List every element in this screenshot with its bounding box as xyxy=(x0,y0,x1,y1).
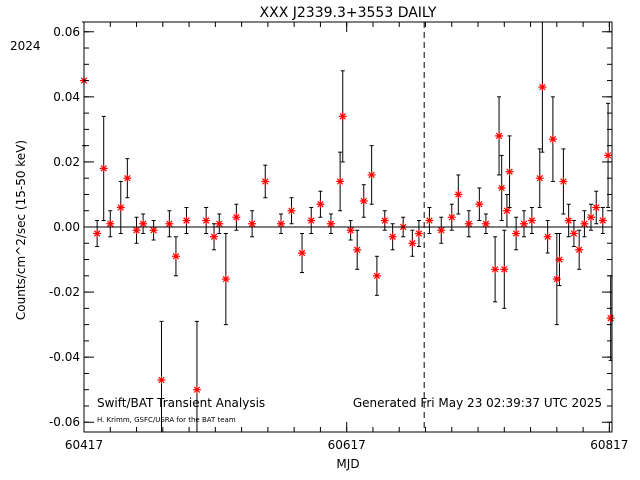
data-point-asterisk xyxy=(132,226,141,235)
data-point-asterisk xyxy=(475,200,484,209)
data-point-asterisk xyxy=(500,265,509,274)
data-point-asterisk xyxy=(520,219,528,228)
data-point-asterisk xyxy=(99,164,108,173)
data-point-asterisk xyxy=(93,229,102,238)
data-point-asterisk xyxy=(552,275,561,284)
data-point-asterisk xyxy=(192,385,201,394)
data-point-asterisk xyxy=(548,135,557,144)
data-point-asterisk xyxy=(367,170,376,179)
data-point-asterisk xyxy=(535,174,544,183)
data-point-asterisk xyxy=(464,219,473,228)
y-tick-label: 0.04 xyxy=(53,90,80,104)
x-tick-label: 60417 xyxy=(65,438,103,452)
y-axis-label: Counts/cm^2/sec (15-50 keV) xyxy=(14,140,28,320)
data-point-asterisk xyxy=(277,219,286,228)
data-point-asterisk xyxy=(287,206,296,215)
data-point-asterisk xyxy=(502,206,511,215)
data-point-asterisk xyxy=(326,219,335,228)
data-point-asterisk xyxy=(606,314,615,323)
data-point-asterisk xyxy=(481,219,490,228)
data-point-asterisk xyxy=(497,183,506,192)
data-point-asterisk xyxy=(380,216,389,225)
data-point-asterisk xyxy=(447,213,456,222)
data-point-asterisk xyxy=(157,375,166,384)
data-point-asterisk xyxy=(336,177,345,186)
data-point-asterisk xyxy=(261,177,270,186)
data-point-asterisk xyxy=(307,216,316,225)
data-point-asterisk xyxy=(559,177,568,186)
data-point-asterisk xyxy=(408,239,417,248)
data-point-asterisk xyxy=(106,219,115,228)
data-point-asterisk xyxy=(316,200,325,209)
data-point-asterisk xyxy=(139,219,148,228)
data-point-asterisk xyxy=(346,226,355,235)
year-label: 2024 xyxy=(10,39,41,53)
y-tick-label: -0.04 xyxy=(49,350,80,364)
y-tick-label: -0.06 xyxy=(49,415,80,429)
data-point-asterisk xyxy=(248,219,257,228)
footer-generated: Generated Fri May 23 02:39:37 UTC 2025 xyxy=(353,396,602,410)
data-point-asterisk xyxy=(182,216,191,225)
y-tick-label: 0.02 xyxy=(53,155,80,169)
data-point-asterisk xyxy=(505,167,514,176)
data-point-asterisk xyxy=(512,229,521,238)
data-point-asterisk xyxy=(298,249,307,258)
data-point-asterisk xyxy=(388,232,397,241)
data-point-asterisk xyxy=(414,229,423,238)
data-point-asterisk xyxy=(210,232,219,241)
chart-title: XXX J2339.3+3553 DAILY xyxy=(260,5,437,21)
data-point-asterisk xyxy=(586,213,595,222)
data-markers xyxy=(80,76,615,394)
data-point-asterisk xyxy=(564,216,573,225)
footer-analysis: Swift/BAT Transient Analysis xyxy=(97,396,265,410)
y-tick-label: 0.06 xyxy=(53,25,80,39)
y-tick-label: 0.00 xyxy=(53,220,80,234)
data-point-asterisk xyxy=(543,232,552,241)
data-point-asterisk xyxy=(491,265,500,274)
data-point-asterisk xyxy=(575,245,584,254)
data-point-asterisk xyxy=(495,131,504,140)
data-point-asterisk xyxy=(215,219,224,228)
data-point-asterisk xyxy=(527,216,536,225)
data-point-asterisk xyxy=(338,112,347,121)
data-point-asterisk xyxy=(580,219,589,228)
data-point-asterisk xyxy=(538,83,547,92)
data-point-asterisk xyxy=(454,190,463,199)
footer-credit: H. Krimm, GSFC/USRA for the BAT team xyxy=(97,416,236,424)
y-tick-label: -0.02 xyxy=(49,285,80,299)
x-tick-label: 60617 xyxy=(328,438,366,452)
data-point-asterisk xyxy=(165,219,174,228)
data-point-asterisk xyxy=(232,213,241,222)
data-point-asterisk xyxy=(359,196,368,205)
data-point-asterisk xyxy=(171,252,180,261)
data-point-asterisk xyxy=(202,216,211,225)
data-point-asterisk xyxy=(604,151,613,160)
data-point-asterisk xyxy=(598,216,607,225)
data-point-asterisk xyxy=(437,226,446,235)
data-point-asterisk xyxy=(592,203,601,212)
axes: -0.06 -0.04 -0.02 0.00 0.02 0.04 0.06 60417 6061… xyxy=(49,21,628,452)
data-point-asterisk xyxy=(425,216,434,225)
data-point-asterisk xyxy=(123,174,132,183)
data-point-asterisk xyxy=(116,203,125,212)
data-point-asterisk xyxy=(221,275,230,284)
x-axis-label: MJD xyxy=(336,457,359,471)
data-point-asterisk xyxy=(353,245,362,254)
x-tick-label: 60817 xyxy=(590,438,628,452)
data-point-asterisk xyxy=(372,271,381,280)
data-point-asterisk xyxy=(149,226,158,235)
data-point-asterisk xyxy=(555,255,564,264)
data-point-asterisk xyxy=(569,229,578,238)
